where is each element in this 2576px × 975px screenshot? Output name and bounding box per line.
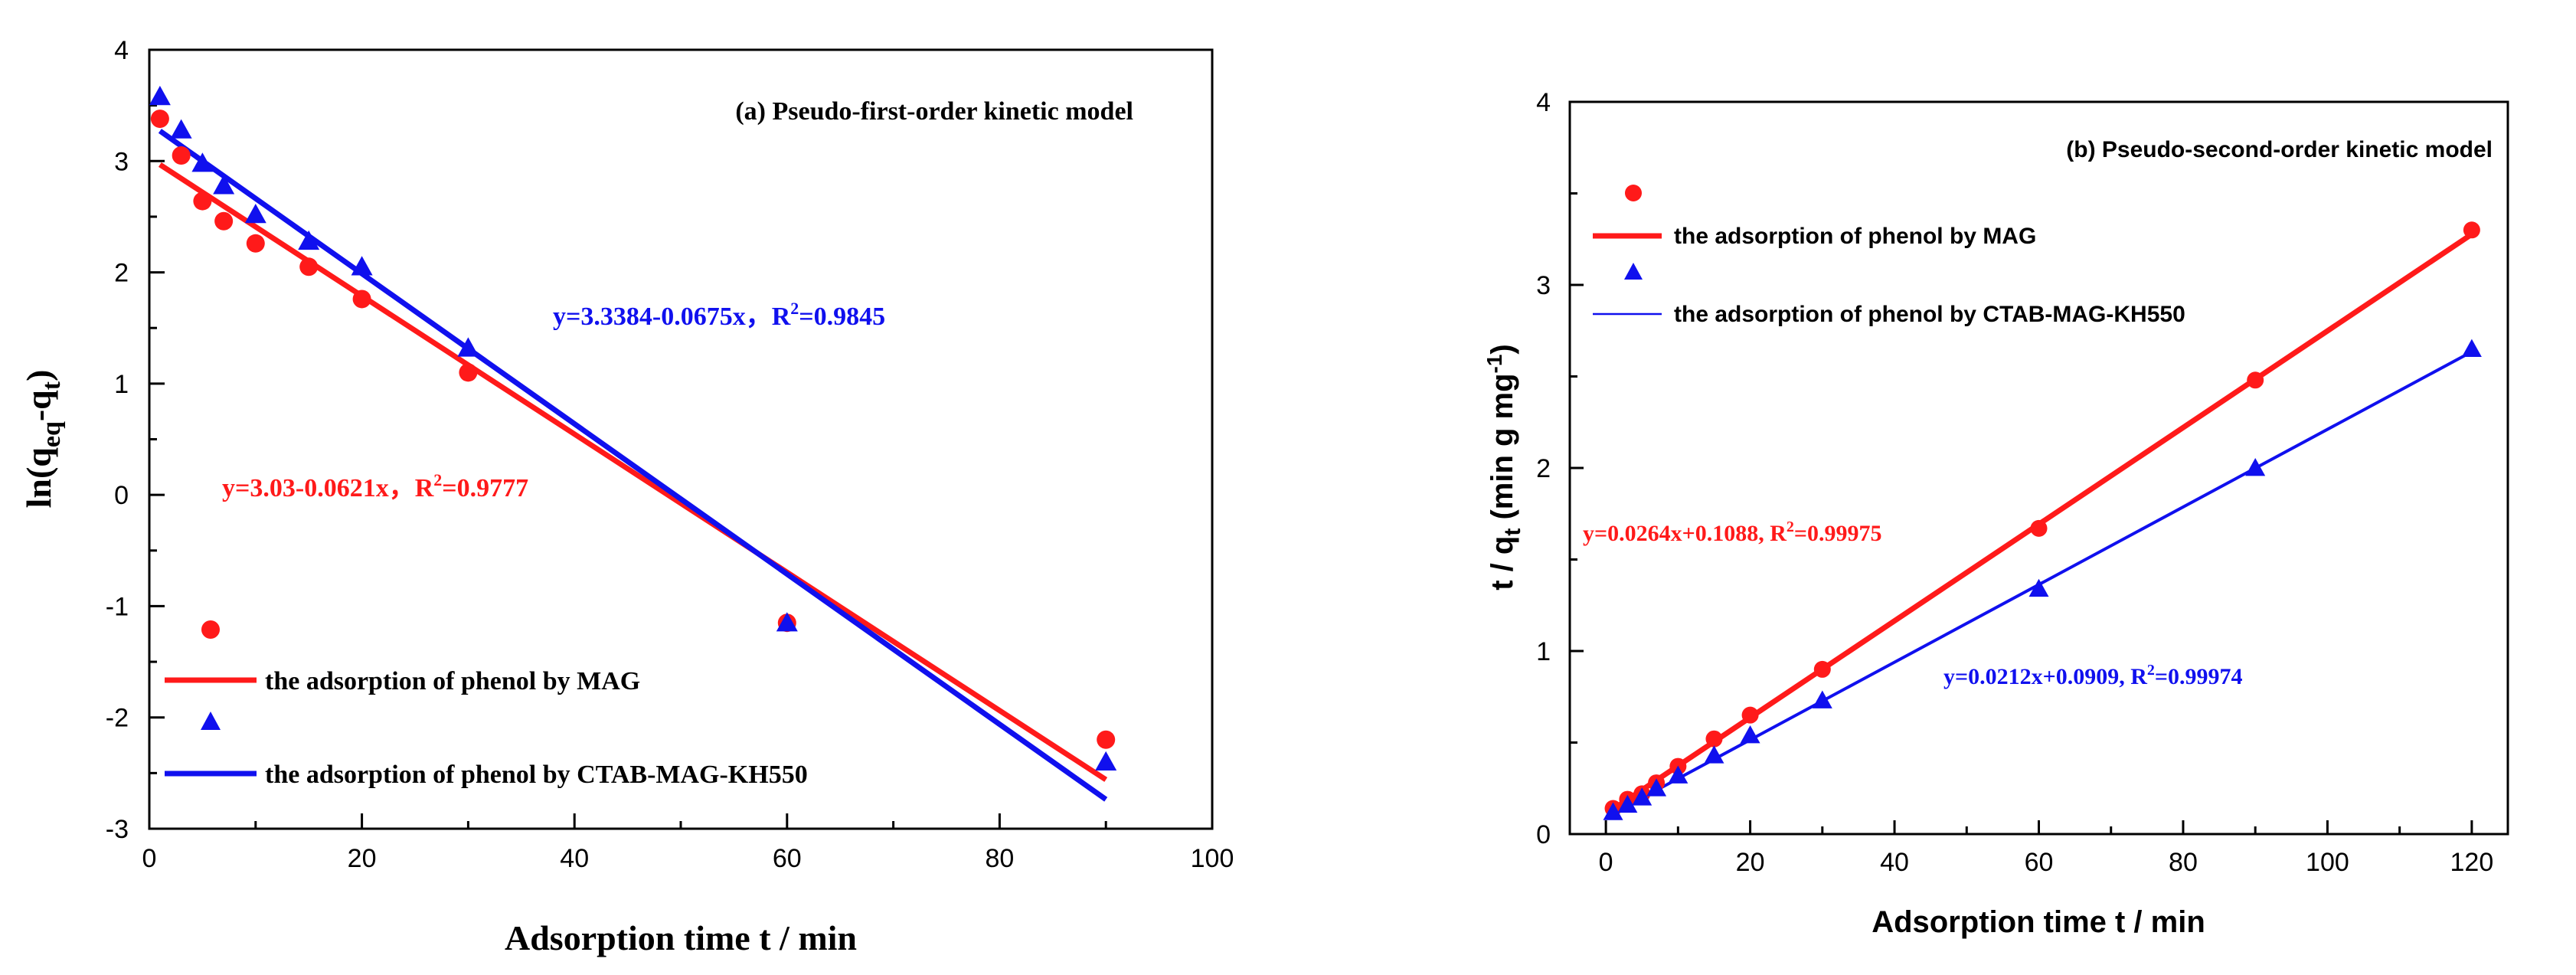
chart-a-x-tick-label: 60	[773, 844, 802, 873]
chart-b-point-ctab	[2245, 458, 2266, 476]
chart-a-point-ctab	[191, 152, 214, 172]
chart-b-x-tick-label: 80	[2169, 848, 2198, 877]
chart-b-y-tick-label: 2	[1536, 454, 1551, 483]
chart-a-y-tick-label: 1	[114, 370, 129, 399]
chart-b-y-tick-label: 1	[1536, 637, 1551, 666]
chart-a-point-mag	[459, 363, 478, 382]
chart-b-point-mag	[2030, 519, 2048, 537]
chart-b-point-ctab	[1704, 745, 1724, 764]
chart-b-y-tick-label: 0	[1536, 820, 1551, 849]
chart-a-fit-line-ctab	[158, 129, 1108, 802]
chart-a-pseudo-first-order: 0 20 40 60 80 100 -3 -2 -1 0 1 2 3 4 (a) Pseudo-first…	[19, 36, 1234, 957]
chart-a-point-ctab	[351, 256, 373, 276]
chart-a-point-mag	[1097, 730, 1116, 749]
chart-b-plot-frame	[1568, 100, 2509, 836]
chart-a-legend-mag-label: the adsorption of phenol by MAG	[265, 667, 640, 695]
chart-a-point-mag	[172, 146, 191, 165]
chart-a-point-ctab	[457, 337, 479, 357]
chart-b-equation-mag: y=0.0264x+0.1088, R2=0.99975	[1583, 519, 1881, 546]
chart-b-point-ctab	[1812, 690, 1832, 708]
chart-b-point-mag	[1705, 730, 1723, 748]
chart-a-point-ctab	[776, 612, 798, 632]
chart-b-x-axis-title: Adsorption time t / min	[1872, 905, 2205, 939]
chart-b-point-ctab	[2461, 339, 2482, 358]
chart-a-x-tick-label: 20	[348, 844, 377, 873]
chart-b-legend-ctab-label: the adsorption of phenol by CTAB-MAG-KH5…	[1674, 302, 2185, 327]
chart-a-equation-ctab: y=3.3384-0.0675x，R2=0.9845	[553, 299, 885, 331]
chart-b-point-ctab	[1740, 725, 1760, 744]
chart-b-tick-labels: 0 20 40 60 80 100 120 0 1 2 3 4	[1536, 88, 2493, 877]
chart-b-x-tick-label: 0	[1599, 848, 1613, 877]
chart-a-point-ctab	[170, 119, 192, 139]
chart-b-x-tick-label: 120	[2450, 848, 2494, 877]
chart-b-legend-mag-label: the adsorption of phenol by MAG	[1674, 224, 2036, 249]
chart-a-point-ctab	[149, 86, 171, 106]
chart-b-point-ctab	[1603, 802, 1623, 820]
chart-a-y-axis-title: ln(qeq-qt)	[19, 370, 66, 509]
chart-a-x-tick-label: 0	[142, 844, 157, 873]
chart-a-y-tick-label: -2	[106, 704, 129, 733]
chart-b-equation-ctab: y=0.0212x+0.0909, R2=0.99974	[1943, 662, 2242, 689]
chart-b-x-tick-label: 60	[2025, 848, 2054, 877]
chart-b-fit-line-ctab	[1612, 350, 2473, 815]
chart-a-tick-labels: 0 20 40 60 80 100 -3 -2 -1 0 1 2 3 4	[106, 36, 1234, 873]
chart-b-point-ctab	[2028, 578, 2049, 597]
chart-b-y-tick-label: 3	[1536, 271, 1551, 300]
chart-a-x-tick-label: 40	[560, 844, 589, 873]
chart-b-point-ctab	[1632, 787, 1652, 806]
chart-a-title: (a) Pseudo-first-order kinetic model	[735, 97, 1133, 126]
chart-a-point-mag	[299, 257, 319, 276]
chart-a-equation-mag: y=3.03-0.0621x，R2=0.9777	[222, 470, 528, 502]
chart-b-x-tick-label: 20	[1736, 848, 1765, 877]
chart-b-title: (b) Pseudo-second-order kinetic model	[2066, 137, 2493, 162]
chart-a-x-tick-label: 100	[1191, 844, 1234, 873]
chart-a-fit-lines	[158, 129, 1108, 802]
chart-b-legend: the adsorption of phenol by MAG the adso…	[1593, 185, 2185, 327]
chart-b-legend-ctab-marker	[1624, 263, 1643, 280]
chart-a-point-mag	[214, 211, 234, 231]
chart-a-point-mag	[193, 191, 212, 211]
chart-a-x-axis-title: Adsorption time t / min	[505, 918, 857, 957]
chart-a-legend-ctab-label: the adsorption of phenol by CTAB-MAG-KH5…	[265, 761, 808, 789]
chart-a-x-tick-label: 80	[985, 844, 1014, 873]
chart-a-plot-frame	[148, 48, 1214, 830]
chart-a-point-ctab	[244, 204, 266, 224]
chart-b-point-mag	[1741, 706, 1759, 724]
chart-a-legend: the adsorption of phenol by MAG the adso…	[165, 620, 808, 789]
chart-b-x-tick-label: 100	[2306, 848, 2349, 877]
chart-a-y-tick-label: 3	[114, 147, 129, 176]
chart-a-point-ctab	[298, 230, 320, 250]
chart-a-legend-mag-marker	[201, 620, 220, 639]
chart-a-y-tick-label: 2	[114, 259, 129, 288]
chart-a-y-tick-label: -3	[106, 815, 129, 844]
chart-a-legend-ctab-marker	[201, 712, 221, 730]
chart-a-y-tick-label: 0	[114, 481, 129, 510]
chart-b-point-ctab	[1646, 778, 1667, 797]
chart-b-pseudo-second-order: 0 20 40 60 80 100 120 0 1 2 3 4 (b) Pseudo-second-o…	[1483, 88, 2509, 939]
chart-a-y-tick-label: -1	[106, 592, 129, 621]
chart-b-point-mag	[2247, 371, 2264, 389]
chart-a-y-tick-label: 4	[114, 36, 129, 65]
chart-a-point-mag	[246, 234, 265, 253]
chart-a-ticks	[148, 48, 1214, 830]
chart-b-y-tick-label: 4	[1536, 88, 1551, 117]
chart-b-y-axis-title: t / qt (min g mg-1)	[1483, 344, 1525, 591]
chart-b-x-tick-label: 40	[1880, 848, 1909, 877]
chart-b-ticks	[1570, 100, 2473, 836]
chart-b-data-points	[1603, 221, 2482, 820]
chart-a-point-ctab	[1095, 751, 1117, 771]
chart-b-point-mag	[2463, 221, 2480, 239]
chart-a-point-mag	[352, 290, 371, 309]
chart-b-legend-mag-marker	[1625, 185, 1642, 201]
chart-a-point-ctab	[213, 175, 235, 195]
chart-b-point-ctab	[1668, 765, 1688, 784]
chart-b-point-ctab	[1617, 794, 1638, 813]
chart-a-data-points	[149, 86, 1117, 771]
chart-b-point-mag	[1813, 660, 1831, 678]
chart-a-point-mag	[150, 110, 169, 129]
